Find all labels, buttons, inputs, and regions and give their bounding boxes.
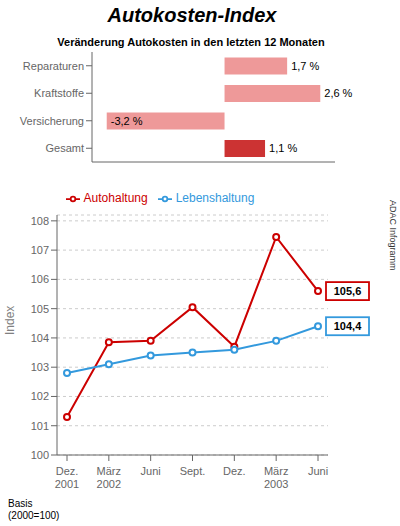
svg-text:Kraftstoffe: Kraftstoffe [34, 87, 84, 99]
svg-text:103: 103 [31, 361, 49, 373]
svg-text:108: 108 [31, 215, 49, 227]
svg-text:-3,2 %: -3,2 % [111, 115, 143, 127]
svg-text:Gesamt: Gesamt [45, 142, 84, 154]
svg-text:Sept.: Sept. [180, 465, 206, 477]
svg-text:März2002: März2002 [97, 465, 121, 490]
svg-text:107: 107 [31, 244, 49, 256]
html-text:Lebenshaltung: Lebenshaltung [175, 191, 255, 205]
svg-text:Juni: Juni [308, 465, 328, 477]
html-text:Veränderung Autokosten in den: Veränderung Autokosten in den letzten 12… [57, 36, 325, 48]
html-text:Autokosten-Index: Autokosten-Index [107, 4, 277, 26]
svg-text:104: 104 [31, 332, 49, 344]
svg-text:Index: Index [8, 306, 17, 335]
svg-text:1,7 %: 1,7 % [291, 60, 319, 72]
svg-text:Versicherung: Versicherung [20, 115, 84, 127]
svg-text:Dez.: Dez. [223, 465, 246, 477]
svg-text:101: 101 [31, 420, 49, 432]
svg-text:Reparaturen: Reparaturen [23, 60, 84, 72]
html-text:Autohaltung: Autohaltung [83, 191, 148, 205]
svg-text:2,6 %: 2,6 % [324, 87, 352, 99]
svg-text:Juni: Juni [141, 465, 161, 477]
html-text:ADAC Infogramm: ADAC Infogramm [388, 200, 398, 271]
svg-text:März2003: März2003 [264, 465, 288, 490]
svg-text:1,1 %: 1,1 % [269, 142, 297, 154]
html-text:Basis (2000=100): Basis (2000=100) [8, 498, 60, 521]
svg-text:105: 105 [31, 303, 49, 315]
svg-text:100: 100 [31, 449, 49, 461]
svg-text:102: 102 [31, 390, 49, 402]
svg-text:106: 106 [31, 273, 49, 285]
svg-text:105,6: 105,6 [334, 285, 362, 297]
svg-text:Dez.2001: Dez.2001 [55, 465, 79, 490]
svg-text:104,4: 104,4 [334, 320, 362, 332]
